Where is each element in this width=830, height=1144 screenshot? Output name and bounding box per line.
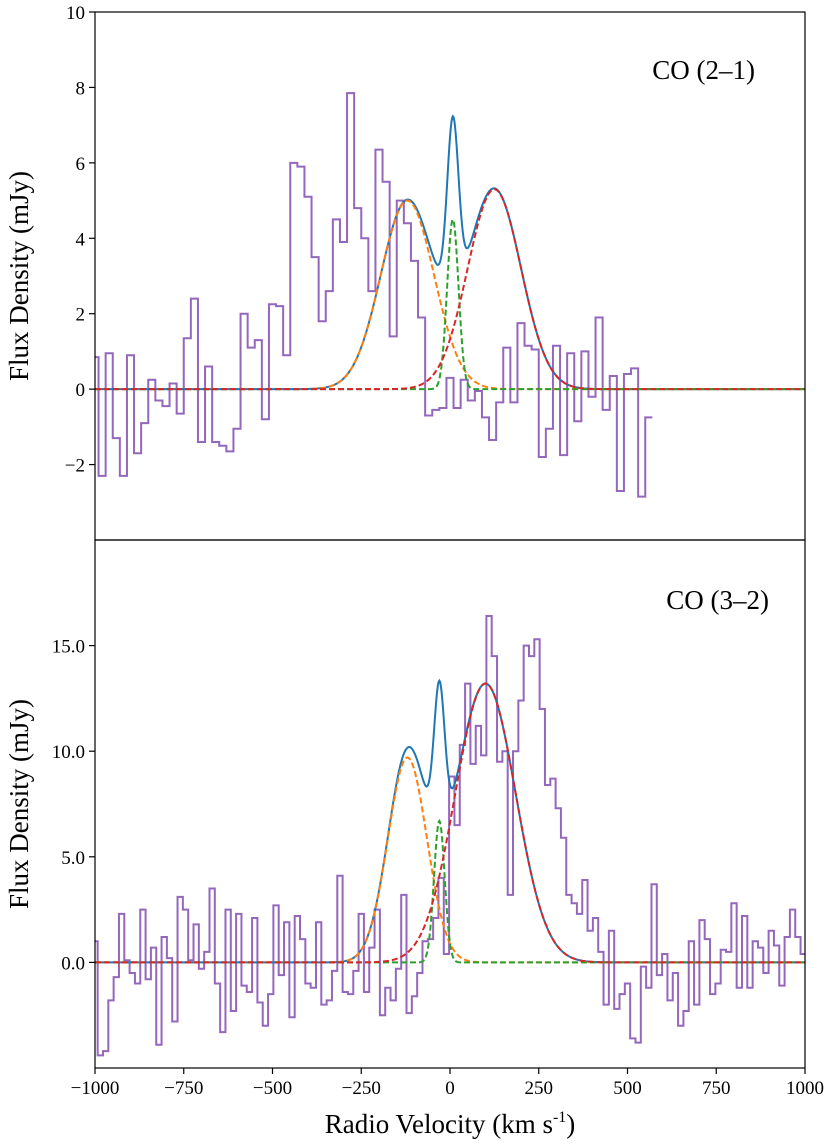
y-axis-label: Flux Density (mJy) (4, 171, 34, 381)
x-tick-label: −750 (164, 1078, 203, 1099)
gaussian-component-red (95, 682, 805, 964)
plot-frame (94, 11, 806, 541)
y-tick-label: −2 (65, 456, 85, 477)
y-tick-label: 2 (76, 305, 86, 326)
x-axis-label-superscript: -1 (553, 1109, 566, 1126)
panel-co-3-2: 0.0 5.0 10.0 15.0 Flux Density (mJy) CO (3–2) (4, 539, 806, 1069)
spectrum-histogram (95, 92, 653, 498)
y-tick-label: 6 (76, 154, 86, 175)
x-tick-label: 0 (445, 1078, 455, 1099)
panel-title: CO (2–1) (652, 55, 755, 85)
gaussian-component-narrow (95, 217, 805, 391)
panel-co-2-1: −2 0 2 4 6 8 10 Flux Density (mJy) CO (2–1) (4, 3, 806, 541)
y-tick-label: 15.0 (52, 637, 85, 658)
x-tick-label: 250 (525, 1078, 554, 1099)
x-tick-label: −500 (253, 1078, 292, 1099)
x-tick-label: 750 (702, 1078, 731, 1099)
y-tick-label: 10.0 (52, 742, 85, 763)
plot-area (95, 615, 805, 1057)
x-axis: −1000 −750 −500 −250 0 250 500 750 1000 (71, 1068, 824, 1099)
panel-title: CO (3–2) (666, 585, 769, 615)
x-axis-label-main: Radio Velocity (km s (325, 1109, 553, 1139)
y-axis-label: Flux Density (mJy) (4, 699, 34, 909)
y-tick-label: 4 (76, 229, 86, 250)
y-tick-label: 0 (76, 380, 86, 401)
plot-area (95, 92, 805, 498)
x-tick-label: −1000 (71, 1078, 120, 1099)
y-tick-label: 10 (66, 3, 85, 24)
y-tick-label: 5.0 (61, 848, 85, 869)
spectrum-histogram (95, 615, 805, 1057)
x-tick-label: 1000 (786, 1078, 824, 1099)
x-tick-label: 500 (613, 1078, 642, 1099)
gaussian-component-red (95, 188, 805, 391)
y-tick-label: 0.0 (61, 953, 85, 974)
x-axis-label: Radio Velocity (km s-1) (325, 1109, 576, 1139)
x-axis-label-close: ) (566, 1109, 575, 1139)
x-tick-label: −250 (342, 1078, 381, 1099)
y-tick-label: 8 (76, 78, 86, 99)
